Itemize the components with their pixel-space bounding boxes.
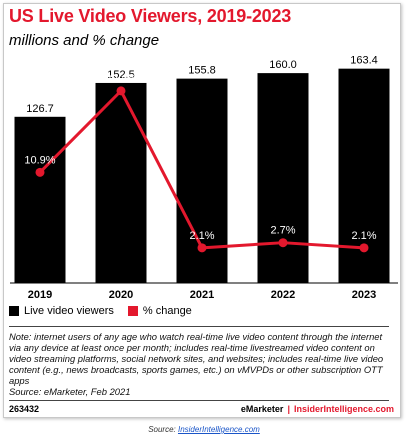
- line-value-label: 10.9%: [24, 154, 55, 166]
- legend-swatch-line: [127, 306, 138, 316]
- chart-plot: 126.7 152.5 155.8 160.0 163.4 10.9% 20.4% 2.1% 2…: [10, 55, 398, 301]
- divider-top: [9, 326, 389, 327]
- chart-id: 263432: [9, 404, 40, 414]
- line-point: [197, 243, 207, 253]
- legend-label-line: % change: [142, 305, 192, 317]
- chart-legend: Live video viewers % change: [9, 305, 206, 317]
- x-tick-label: 2023: [352, 289, 376, 301]
- note-text: Note: internet users of any age who watc…: [9, 331, 384, 386]
- bar-value-label: 152.5: [107, 69, 135, 81]
- bar-value-label: 163.4: [350, 55, 378, 67]
- bar-value-label: 160.0: [269, 59, 297, 71]
- chart-title: US Live Video Viewers, 2019-2023: [9, 6, 292, 26]
- chart-notes: Note: internet users of any age who watc…: [9, 331, 391, 397]
- line-point: [278, 238, 288, 248]
- line-value-label: 20.4%: [105, 73, 136, 85]
- legend-swatch-bars: [9, 306, 19, 316]
- bar-value-label: 126.7: [26, 103, 54, 115]
- bar: [257, 73, 309, 283]
- divider-bottom: [9, 400, 389, 401]
- brand-insider: InsiderIntelligence.com: [293, 404, 394, 414]
- chart-subtitle: millions and % change: [9, 32, 160, 49]
- line-point: [116, 86, 126, 96]
- source-caption: Source: InsiderIntelligence.com: [0, 425, 408, 434]
- brand-separator: |: [287, 404, 290, 414]
- line-value-label: 2.1%: [189, 230, 214, 242]
- x-tick-label: 2022: [271, 289, 295, 301]
- legend-item-line: % change: [127, 305, 192, 317]
- x-tick-label: 2019: [28, 289, 52, 301]
- line-point: [35, 167, 45, 177]
- x-tick-label: 2020: [109, 289, 133, 301]
- bar: [176, 78, 228, 283]
- brand-emarketer: eMarketer: [240, 404, 284, 414]
- source-text: Source: eMarketer, Feb 2021: [9, 386, 131, 397]
- bar: [14, 116, 66, 283]
- bar-value-label: 155.8: [188, 65, 216, 77]
- line-value-label: 2.1%: [351, 230, 376, 242]
- legend-label-bars: Live video viewers: [24, 305, 114, 317]
- footer-brand: eMarketer | InsiderIntelligence.com: [241, 404, 394, 414]
- source-link[interactable]: InsiderIntelligence.com: [177, 425, 260, 434]
- x-tick-label: 2021: [190, 289, 214, 301]
- caption-prefix: Source:: [148, 425, 178, 434]
- line-point: [359, 243, 369, 253]
- legend-item-bars: Live video viewers: [9, 305, 114, 317]
- line-value-label: 2.7%: [270, 225, 295, 237]
- bar: [95, 82, 147, 284]
